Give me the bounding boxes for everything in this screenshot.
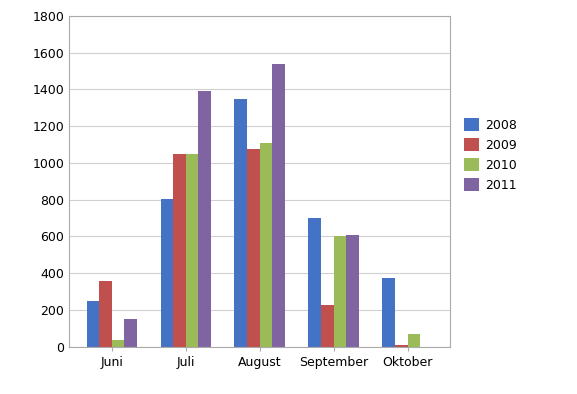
Bar (186, 154, 198, 347)
Bar (321, 305, 334, 347)
Bar (346, 234, 359, 347)
Bar (234, 99, 247, 347)
Bar (247, 149, 260, 347)
Bar (260, 143, 272, 347)
Bar (99, 281, 112, 347)
Bar (124, 319, 137, 347)
Bar (87, 301, 99, 347)
Bar (112, 340, 124, 347)
Bar (395, 345, 407, 347)
Bar (272, 63, 285, 347)
Bar (383, 278, 395, 347)
Legend: 2008, 2009, 2010, 2011: 2008, 2009, 2010, 2011 (460, 115, 521, 195)
Bar (334, 236, 346, 347)
Bar (198, 91, 211, 347)
Bar (160, 199, 173, 347)
Bar (173, 154, 186, 347)
Bar (309, 218, 321, 347)
Bar (407, 334, 420, 347)
